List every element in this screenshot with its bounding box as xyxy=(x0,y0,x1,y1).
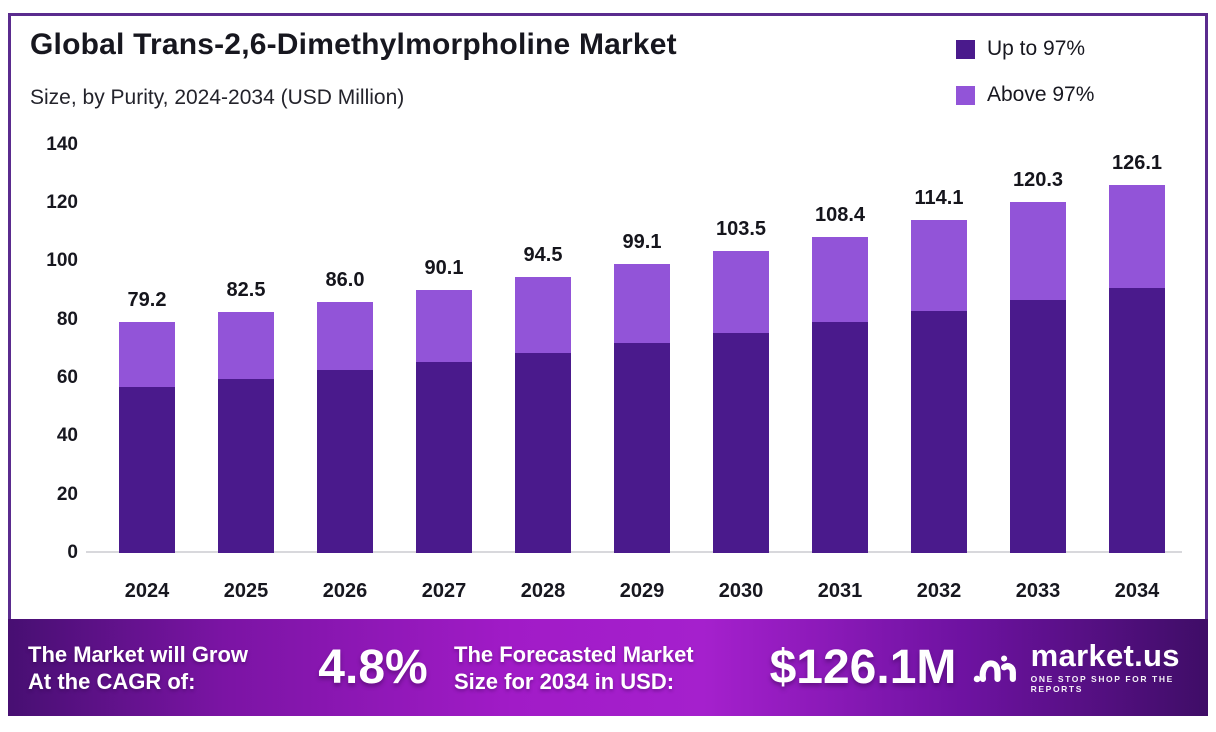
bar-value-label: 79.2 xyxy=(127,288,167,311)
x-axis-year-label: 2030 xyxy=(718,580,764,602)
forecast-label: The Forecasted Market Size for 2034 in U… xyxy=(454,641,754,695)
bar-segment-up-to-97 xyxy=(1010,299,1066,553)
bar-segment-above-97 xyxy=(317,302,373,371)
bar-segment-above-97 xyxy=(1010,202,1066,300)
legend-swatch-above-97 xyxy=(956,85,975,105)
forecast-label-line2: Size for 2034 in USD: xyxy=(454,668,675,694)
y-axis-tick-label: 140 xyxy=(46,133,78,155)
bar-segment-up-to-97 xyxy=(614,342,670,553)
cagr-label-line1: The Market will Grow xyxy=(28,641,249,667)
forecast-label-line1: The Forecasted Market xyxy=(454,641,694,667)
bar-segment-above-97 xyxy=(911,220,967,312)
market-us-logo-icon xyxy=(973,654,1016,682)
brand-logo: market.us ONE STOP SHOP FOR THE REPORTS xyxy=(972,638,1192,694)
x-axis-year-label: 2029 xyxy=(619,580,665,602)
legend-item-up-to-97: Up to 97% xyxy=(956,37,1085,61)
legend-swatch-up-to-97 xyxy=(956,39,975,59)
cagr-label: The Market will Grow At the CAGR of: xyxy=(28,641,298,695)
legend-label: Above 97% xyxy=(987,83,1095,106)
bar-segment-above-97 xyxy=(218,312,274,379)
bottom-banner: The Market will Grow At the CAGR of: 4.8… xyxy=(8,619,1208,716)
x-axis-year-label: 2034 xyxy=(1114,580,1160,602)
x-axis-year-label: 2027 xyxy=(421,580,467,602)
bar-segment-above-97 xyxy=(713,251,769,333)
legend-item-above-97: Above 97% xyxy=(956,83,1094,107)
bar-segment-above-97 xyxy=(515,277,571,353)
bar-segment-up-to-97 xyxy=(1109,287,1165,553)
bar-value-label: 103.5 xyxy=(715,218,767,241)
forecast-value: $126.1M xyxy=(769,641,957,694)
brand-tagline: ONE STOP SHOP FOR THE REPORTS xyxy=(1030,674,1174,694)
chart-frame-border xyxy=(8,13,1208,716)
x-axis-year-label: 2032 xyxy=(916,580,962,602)
bar-segment-up-to-97 xyxy=(515,352,571,553)
bar-value-label: 126.1 xyxy=(1111,152,1163,175)
bar-value-label: 120.3 xyxy=(1012,169,1064,192)
bar-value-label: 86.0 xyxy=(325,269,365,292)
y-axis-tick-label: 0 xyxy=(67,542,78,563)
bar-segment-up-to-97 xyxy=(317,370,373,553)
bar-segment-up-to-97 xyxy=(218,378,274,553)
bar-segment-up-to-97 xyxy=(119,386,175,553)
bar-value-label: 82.5 xyxy=(226,279,266,302)
brand-text: market.us ONE STOP SHOP FOR THE REPORTS xyxy=(1030,638,1192,694)
bar-value-label: 108.4 xyxy=(814,203,866,226)
page-title: Global Trans-2,6-Dimethylmorpholine Mark… xyxy=(30,28,677,61)
y-axis-tick-label: 120 xyxy=(46,191,78,213)
bar-segment-up-to-97 xyxy=(416,361,472,553)
x-axis-year-label: 2024 xyxy=(124,580,170,602)
y-axis-tick-label: 100 xyxy=(46,250,78,272)
y-axis-tick-label: 60 xyxy=(56,366,78,388)
bar-segment-above-97 xyxy=(119,321,175,387)
bar-value-label: 114.1 xyxy=(914,187,964,210)
bar-value-label: 94.5 xyxy=(523,244,563,267)
bar-segment-above-97 xyxy=(812,236,868,323)
x-axis-year-label: 2025 xyxy=(223,580,269,602)
x-axis-year-label: 2033 xyxy=(1015,580,1061,602)
y-axis-tick-label: 20 xyxy=(56,483,78,505)
y-axis-tick-label: 80 xyxy=(56,308,78,330)
bar-segment-up-to-97 xyxy=(713,332,769,553)
x-axis-year-label: 2028 xyxy=(520,580,566,602)
y-axis-tick-label: 40 xyxy=(56,425,78,447)
bar-segment-up-to-97 xyxy=(911,311,967,553)
bar-segment-above-97 xyxy=(614,263,670,343)
bar-segment-above-97 xyxy=(416,290,472,362)
bar-value-label: 90.1 xyxy=(424,257,464,280)
page-subtitle: Size, by Purity, 2024-2034 (USD Million) xyxy=(30,86,405,109)
bar-value-label: 99.1 xyxy=(622,230,662,253)
cagr-value: 4.8% xyxy=(318,641,428,694)
legend-label: Up to 97% xyxy=(987,37,1086,60)
bar-segment-up-to-97 xyxy=(812,322,868,553)
cagr-label-line2: At the CAGR of: xyxy=(28,668,196,694)
x-axis-year-label: 2026 xyxy=(322,580,368,602)
brand-name: market.us xyxy=(1030,638,1180,673)
x-axis-year-label: 2031 xyxy=(817,580,863,602)
bar-segment-above-97 xyxy=(1109,185,1165,288)
